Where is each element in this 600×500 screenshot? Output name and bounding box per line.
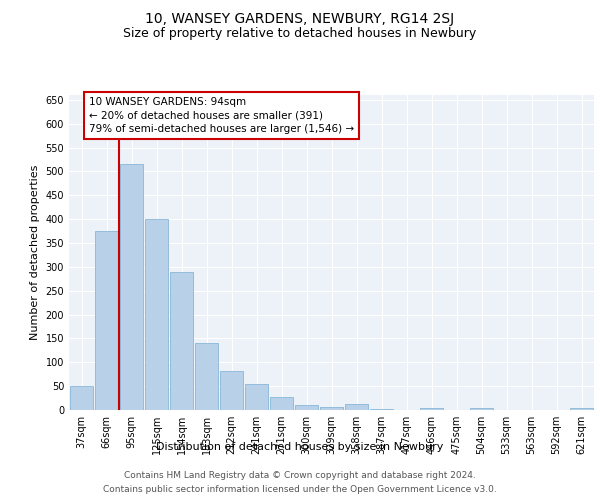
Bar: [370, 408, 393, 410]
Bar: [245, 384, 268, 410]
Text: Contains HM Land Registry data © Crown copyright and database right 2024.: Contains HM Land Registry data © Crown c…: [124, 472, 476, 480]
Bar: [295, 405, 318, 410]
Text: Size of property relative to detached houses in Newbury: Size of property relative to detached ho…: [124, 28, 476, 40]
Y-axis label: Number of detached properties: Number of detached properties: [30, 165, 40, 340]
Bar: [195, 343, 218, 410]
Text: 10, WANSEY GARDENS, NEWBURY, RG14 2SJ: 10, WANSEY GARDENS, NEWBURY, RG14 2SJ: [145, 12, 455, 26]
Text: Contains public sector information licensed under the Open Government Licence v3: Contains public sector information licen…: [103, 484, 497, 494]
Bar: [470, 408, 493, 410]
Bar: [220, 371, 243, 410]
Bar: [320, 406, 343, 410]
Bar: [570, 408, 593, 410]
Bar: [70, 386, 93, 410]
Bar: [270, 396, 293, 410]
Text: 10 WANSEY GARDENS: 94sqm
← 20% of detached houses are smaller (391)
79% of semi-: 10 WANSEY GARDENS: 94sqm ← 20% of detach…: [89, 98, 354, 134]
Bar: [170, 272, 193, 410]
Bar: [345, 404, 368, 410]
Text: Distribution of detached houses by size in Newbury: Distribution of detached houses by size …: [157, 442, 443, 452]
Bar: [145, 219, 168, 410]
Bar: [120, 164, 143, 410]
Bar: [95, 231, 118, 410]
Bar: [420, 408, 443, 410]
